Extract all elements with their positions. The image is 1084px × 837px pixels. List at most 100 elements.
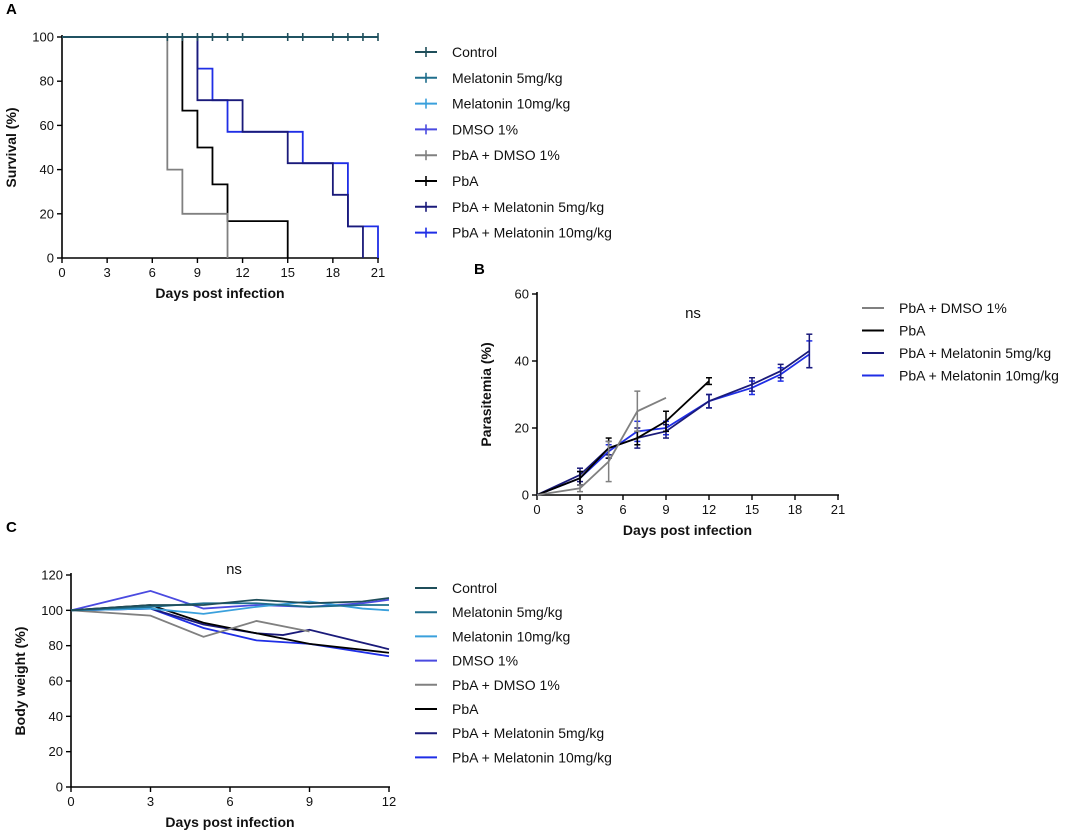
survival-step-line	[62, 36, 379, 258]
x-tick-label: 0	[58, 265, 65, 280]
series-pba	[62, 36, 289, 258]
legend-label: PbA + Melatonin 5mg/kg	[452, 725, 604, 741]
y-axis-title: Body weight (%)	[12, 627, 28, 736]
legend-item: PbA + DMSO 1%	[862, 300, 1007, 316]
x-tick-label: 15	[745, 502, 759, 517]
legend-item: Control	[415, 44, 497, 60]
y-tick-label: 0	[56, 780, 63, 795]
y-tick-label: 40	[49, 709, 63, 724]
x-tick-label: 9	[194, 265, 201, 280]
y-tick-label: 60	[40, 118, 54, 133]
series-line	[70, 597, 390, 612]
x-tick-label: 0	[67, 794, 74, 809]
series-pba-melatonin-5mg-kg	[62, 36, 364, 258]
legend-item: DMSO 1%	[415, 653, 518, 669]
x-axis-title: Days post infection	[165, 814, 294, 830]
legend-item: Melatonin 10mg/kg	[415, 628, 570, 644]
legend-label: PbA	[452, 173, 479, 189]
y-tick-label: 100	[32, 30, 54, 45]
y-tick-label: 20	[40, 206, 54, 221]
y-tick-label: 80	[49, 638, 63, 653]
legend-item: PbA	[415, 173, 479, 189]
legend: Control Melatonin 5mg/kg Melatonin 10mg/kg…	[415, 580, 612, 765]
legend-item: Melatonin 10mg/kg	[415, 96, 570, 112]
series-pba	[536, 377, 712, 496]
series-melatonin-10mg-kg	[70, 600, 390, 615]
legend-label: DMSO 1%	[452, 653, 518, 669]
legend-label: Melatonin 5mg/kg	[452, 604, 563, 620]
y-axis-title: Survival (%)	[3, 107, 19, 187]
y-tick-label: 0	[522, 488, 529, 503]
legend-label: PbA	[899, 323, 926, 339]
legend-item: PbA + Melatonin 10mg/kg	[862, 368, 1059, 384]
legend-label: PbA + Melatonin 10mg/kg	[452, 225, 612, 241]
series-line	[536, 353, 810, 496]
x-tick-label: 3	[147, 794, 154, 809]
y-tick-label: 20	[515, 421, 529, 436]
series-line	[536, 380, 710, 496]
series-line	[70, 602, 389, 612]
panel-b: B 0 3 6 9 12 15 18 21 0 20 40 60 Days post infection P…	[474, 261, 1059, 538]
y-tick-label: 100	[41, 603, 63, 618]
series-line	[536, 397, 667, 496]
survival-step-line	[62, 36, 364, 258]
y-axis-title: Parasitemia (%)	[478, 342, 494, 446]
series-dmso-1-	[70, 589, 390, 612]
x-tick-label: 12	[382, 794, 396, 809]
legend-label: PbA + Melatonin 5mg/kg	[899, 345, 1051, 361]
legend-label: PbA + Melatonin 10mg/kg	[899, 368, 1059, 384]
x-tick-label: 3	[576, 502, 583, 517]
legend-item: Melatonin 5mg/kg	[415, 70, 563, 86]
x-axis-title: Days post infection	[155, 285, 284, 301]
x-tick-label: 12	[235, 265, 249, 280]
x-axis-title: Days post infection	[623, 522, 752, 538]
series-pba-dmso-1-	[536, 390, 667, 496]
y-tick-label: 120	[41, 568, 63, 583]
legend-label: PbA + DMSO 1%	[452, 147, 560, 163]
x-tick-label: 6	[149, 265, 156, 280]
legend-label: Melatonin 10mg/kg	[452, 628, 570, 644]
series-line	[70, 589, 390, 612]
series-line	[70, 607, 390, 658]
y-tick-label: 40	[40, 162, 54, 177]
legend-item: PbA	[415, 701, 479, 717]
legend-label: DMSO 1%	[452, 121, 518, 137]
series-pba-melatonin-10mg-kg	[70, 607, 390, 658]
series-pba-dmso-1-	[70, 609, 310, 638]
legend-label: Control	[452, 580, 497, 596]
x-tick-label: 15	[280, 265, 294, 280]
x-tick-label: 21	[831, 502, 845, 517]
y-tick-label: 0	[47, 251, 54, 266]
x-tick-label: 18	[788, 502, 802, 517]
x-tick-label: 0	[533, 502, 540, 517]
y-tick-label: 60	[49, 674, 63, 689]
legend: PbA + DMSO 1% PbA PbA + Melatonin 5mg/kg Pb…	[862, 300, 1059, 384]
legend-label: PbA + Melatonin 10mg/kg	[452, 749, 612, 765]
x-tick-label: 18	[326, 265, 340, 280]
legend-item: PbA + Melatonin 5mg/kg	[415, 725, 604, 741]
y-tick-label: 60	[515, 287, 529, 302]
legend-item: PbA + Melatonin 10mg/kg	[415, 749, 612, 765]
legend-item: Melatonin 5mg/kg	[415, 604, 563, 620]
legend-label: Melatonin 5mg/kg	[452, 70, 563, 86]
panel-letter: C	[6, 519, 17, 536]
x-tick-label: 9	[662, 502, 669, 517]
legend: Control Melatonin 5mg/kg Melatonin 10mg/kg…	[415, 44, 612, 241]
x-tick-label: 6	[226, 794, 233, 809]
legend-item: PbA + Melatonin 10mg/kg	[415, 225, 612, 241]
significance-label: ns	[685, 305, 701, 322]
series-pba-melatonin-10mg-kg	[62, 36, 379, 258]
panel-letter: B	[474, 261, 485, 278]
significance-label: ns	[226, 561, 242, 578]
series-control	[70, 597, 390, 612]
series-melatonin-5mg-kg	[70, 602, 389, 612]
series-line	[70, 600, 390, 615]
legend-label: PbA + Melatonin 5mg/kg	[452, 199, 604, 215]
legend-item: PbA + DMSO 1%	[415, 677, 560, 693]
legend-item: PbA + DMSO 1%	[415, 147, 560, 163]
survival-step-line	[62, 36, 289, 258]
x-tick-label: 12	[702, 502, 716, 517]
x-tick-label: 9	[306, 794, 313, 809]
